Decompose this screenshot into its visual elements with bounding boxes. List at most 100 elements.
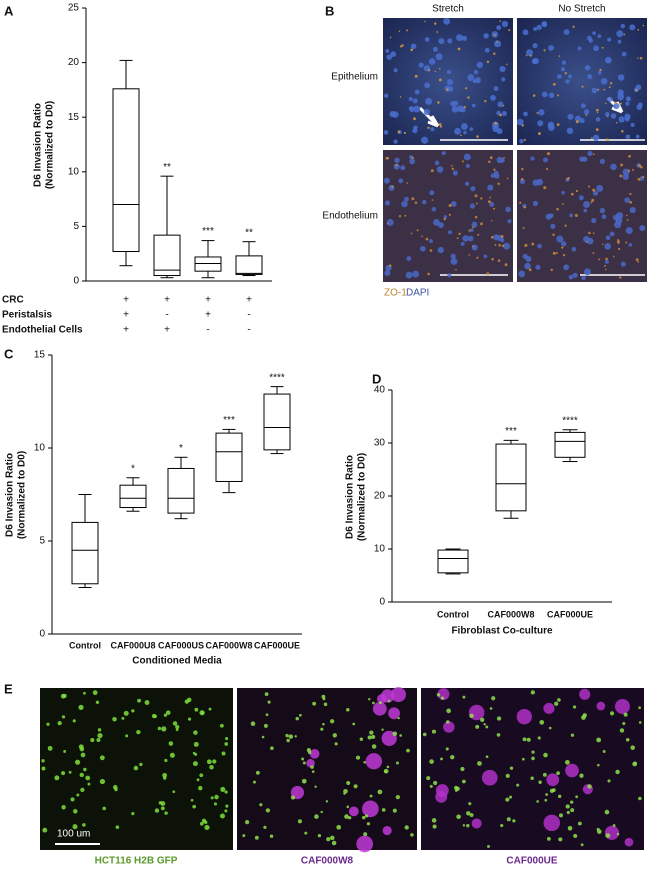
- cell: [501, 20, 509, 28]
- condition-sign: +: [164, 295, 170, 306]
- x-tick-label: CAF000US: [158, 640, 204, 650]
- cell: [506, 817, 511, 822]
- image-caption: CAF000W8: [301, 856, 354, 867]
- cell: [343, 792, 346, 795]
- cell: [393, 68, 398, 73]
- panel-label: D: [372, 371, 381, 386]
- y-tick-label: 15: [68, 112, 80, 123]
- cell: [437, 688, 450, 701]
- cell: [607, 37, 612, 42]
- cell: [512, 819, 516, 823]
- cell: [536, 800, 539, 803]
- y-axis-label: (Normalized to D0): [17, 451, 28, 539]
- cell: [624, 837, 634, 847]
- cell: [252, 780, 256, 784]
- cell: [474, 77, 481, 84]
- cell: [562, 253, 566, 257]
- cell: [314, 814, 319, 819]
- cell: [250, 721, 256, 726]
- cell: [533, 27, 538, 31]
- cell: [90, 738, 95, 743]
- cell: [405, 271, 413, 279]
- cell: [224, 742, 229, 746]
- cell: [259, 803, 263, 807]
- cell: [214, 794, 219, 800]
- cell: [353, 784, 358, 789]
- cell: [410, 833, 414, 837]
- cell: [518, 270, 526, 278]
- cell: [496, 25, 502, 31]
- cell: [224, 790, 228, 794]
- cell: [317, 834, 322, 838]
- cell: [434, 160, 440, 166]
- cell: [507, 219, 512, 224]
- cell: [220, 786, 226, 792]
- cell: [419, 245, 426, 252]
- cell: [506, 63, 508, 66]
- y-axis-label: (Normalized to D0): [357, 453, 368, 541]
- cell: [632, 168, 635, 171]
- condition-sign: +: [205, 310, 211, 321]
- cell: [164, 811, 168, 815]
- cell: [192, 751, 196, 755]
- cell: [455, 786, 460, 791]
- cell: [199, 821, 204, 826]
- cell: [591, 198, 595, 202]
- cell: [601, 46, 604, 49]
- y-axis-label: D6 Invasion Ratio: [5, 453, 16, 537]
- cell: [546, 836, 551, 841]
- cell: [558, 55, 561, 57]
- cell: [561, 241, 567, 247]
- cell: [525, 256, 532, 262]
- cell: [102, 806, 107, 811]
- cell: [572, 25, 575, 28]
- cell: [480, 222, 483, 226]
- cell: [616, 121, 618, 124]
- cell: [199, 710, 205, 716]
- cell: [519, 201, 522, 204]
- cell: [564, 224, 567, 227]
- cell: [565, 804, 570, 809]
- cell: [575, 120, 579, 124]
- cell: [399, 45, 403, 48]
- cell: [542, 772, 547, 777]
- cell: [525, 54, 528, 57]
- cell: [83, 767, 87, 772]
- cell: [580, 103, 586, 109]
- cell: [209, 765, 214, 770]
- cell: [393, 163, 400, 170]
- cell: [270, 746, 274, 750]
- cell: [446, 720, 450, 724]
- cell: [489, 196, 492, 199]
- cell: [505, 206, 511, 213]
- cell: [462, 235, 469, 242]
- cell: [537, 120, 544, 127]
- cell: [531, 750, 535, 754]
- cell: [584, 65, 591, 71]
- cell: [206, 759, 212, 765]
- box: [215, 432, 243, 482]
- cell: [192, 761, 198, 767]
- cell: [529, 54, 532, 57]
- cell: [505, 797, 510, 802]
- cell: [474, 194, 478, 198]
- cell: [489, 201, 495, 207]
- panel-label: B: [325, 3, 334, 18]
- cell: [571, 246, 577, 252]
- cell: [76, 793, 80, 797]
- cell: [429, 190, 435, 196]
- cell: [421, 136, 429, 144]
- cell: [587, 784, 592, 789]
- cell: [638, 102, 643, 107]
- cell: [520, 177, 524, 181]
- cell: [506, 177, 509, 180]
- cell: [543, 49, 546, 52]
- cell: [592, 134, 600, 141]
- cell: [476, 61, 484, 69]
- cell: [157, 726, 162, 731]
- cell: [597, 70, 602, 75]
- cell: [623, 712, 628, 717]
- cell: [616, 240, 620, 244]
- cell: [630, 745, 635, 750]
- cell: [642, 24, 645, 27]
